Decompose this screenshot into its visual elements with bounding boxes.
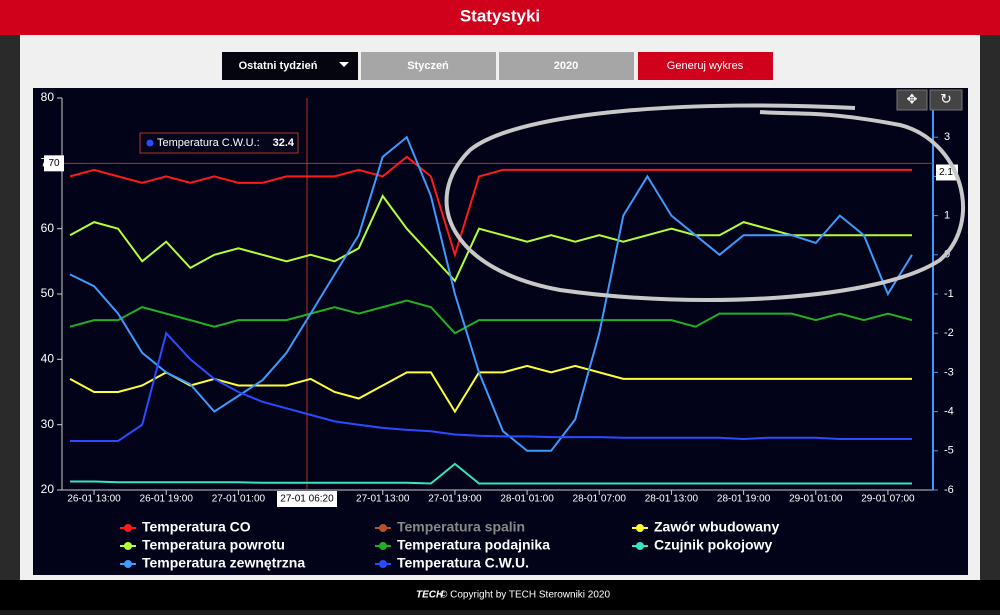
legend-dot: [636, 524, 644, 532]
y2-tick-label: -5: [944, 445, 954, 457]
annotation-ellipse: [444, 103, 965, 302]
y-tick-label: 20: [41, 482, 55, 496]
legend-dot: [124, 542, 132, 550]
x-tick-label: 26-01 13:00: [67, 494, 121, 505]
reset-button[interactable]: [929, 89, 963, 111]
series-line: [70, 462, 912, 485]
legend-label: Zawór wbudowany: [654, 519, 779, 535]
y-tick-label: 40: [41, 352, 55, 366]
legend-dot: [124, 560, 132, 568]
tooltip-box: [139, 132, 299, 154]
dropdown-arrow: [339, 62, 349, 67]
range-label: Ostatni tydzień: [239, 60, 318, 72]
y2-tick-label: -4: [944, 406, 954, 418]
y-tick-label: 30: [41, 417, 55, 431]
legend-dot: [124, 524, 132, 532]
x-tick-label: 29-01 01:00: [789, 494, 843, 505]
series-line: [69, 364, 912, 414]
series-line: [69, 194, 912, 283]
generate-button[interactable]: [638, 52, 773, 80]
header-bar: [0, 0, 1000, 35]
year-select[interactable]: [499, 52, 634, 80]
series-line: [69, 135, 913, 452]
series-line: [69, 299, 913, 335]
footer-bar: [0, 580, 1000, 610]
year-label: 2020: [554, 60, 578, 72]
x-tick-label: 29-01 07:00: [861, 494, 915, 505]
y-tick-label: 50: [41, 286, 55, 300]
legend-dot: [379, 560, 387, 568]
tooltip-label: Temperatura C.W.U.:: [157, 137, 260, 149]
crosshair-x-label: 27-01 06:20: [280, 494, 334, 505]
y2-tick-label: -1: [944, 288, 954, 300]
reset-icon: ↻: [940, 91, 952, 107]
crosshair-y-box: [44, 155, 64, 172]
y2-tick-label: -3: [944, 366, 954, 378]
legend-label: Temperatura zewnętrzna: [142, 555, 305, 571]
tooltip-value: 32.4: [273, 137, 295, 149]
tooltip-dot: [146, 139, 154, 147]
legend-dot: [379, 524, 387, 532]
crosshair-x-box: [277, 491, 337, 507]
x-tick-label: 28-01 13:00: [645, 494, 699, 505]
month-select[interactable]: [361, 52, 496, 80]
crosshair-y-label: 70: [48, 158, 60, 169]
legend-label: Temperatura podajnika: [397, 537, 550, 553]
pan-icon: ✥: [907, 91, 918, 106]
y2-tick-label: -2: [944, 327, 954, 339]
legend-dot: [379, 542, 387, 550]
y2-tick-label: 1: [944, 210, 950, 222]
legend-label: Temperatura spalin: [397, 519, 525, 535]
series-line: [70, 331, 912, 442]
x-tick-label: 28-01 19:00: [717, 494, 771, 505]
legend-label: Temperatura C.W.U.: [397, 555, 529, 571]
legend-label: Czujnik pokojowy: [654, 537, 772, 553]
legend-label: Temperatura powrotu: [142, 537, 285, 553]
x-tick-label: 28-01 01:00: [500, 494, 554, 505]
x-tick-label: 26-01 19:00: [140, 494, 194, 505]
month-label: Styczeń: [407, 60, 449, 72]
legend-label: Temperatura CO: [142, 519, 251, 535]
page-title: Statystyki: [460, 6, 540, 25]
plot: 20304050607080-6-5-4-3-2-1012326-01 13:0…: [41, 90, 958, 571]
x-tick-label: 27-01 13:00: [356, 494, 410, 505]
footer-text: © Copyright by TECH Sterowniki 2020: [440, 590, 610, 601]
pan-button[interactable]: [896, 89, 928, 111]
y-tick-label: 60: [41, 221, 55, 235]
legend-dot: [636, 542, 644, 550]
x-tick-label: 27-01 19:00: [428, 494, 482, 505]
crosshair-y2-label: 2.1: [939, 167, 953, 178]
series-line: [69, 155, 912, 259]
x-tick-label: 28-01 07:00: [573, 494, 627, 505]
range-select[interactable]: [222, 52, 358, 80]
generate-label: Generuj wykres: [667, 60, 744, 72]
y-tick-label: 80: [41, 90, 55, 104]
y2-tick-label: -6: [944, 484, 954, 496]
y2-tick-label: 3: [944, 131, 950, 143]
x-tick-label: 27-01 01:00: [212, 494, 266, 505]
footer-logo: TECH: [416, 590, 444, 601]
